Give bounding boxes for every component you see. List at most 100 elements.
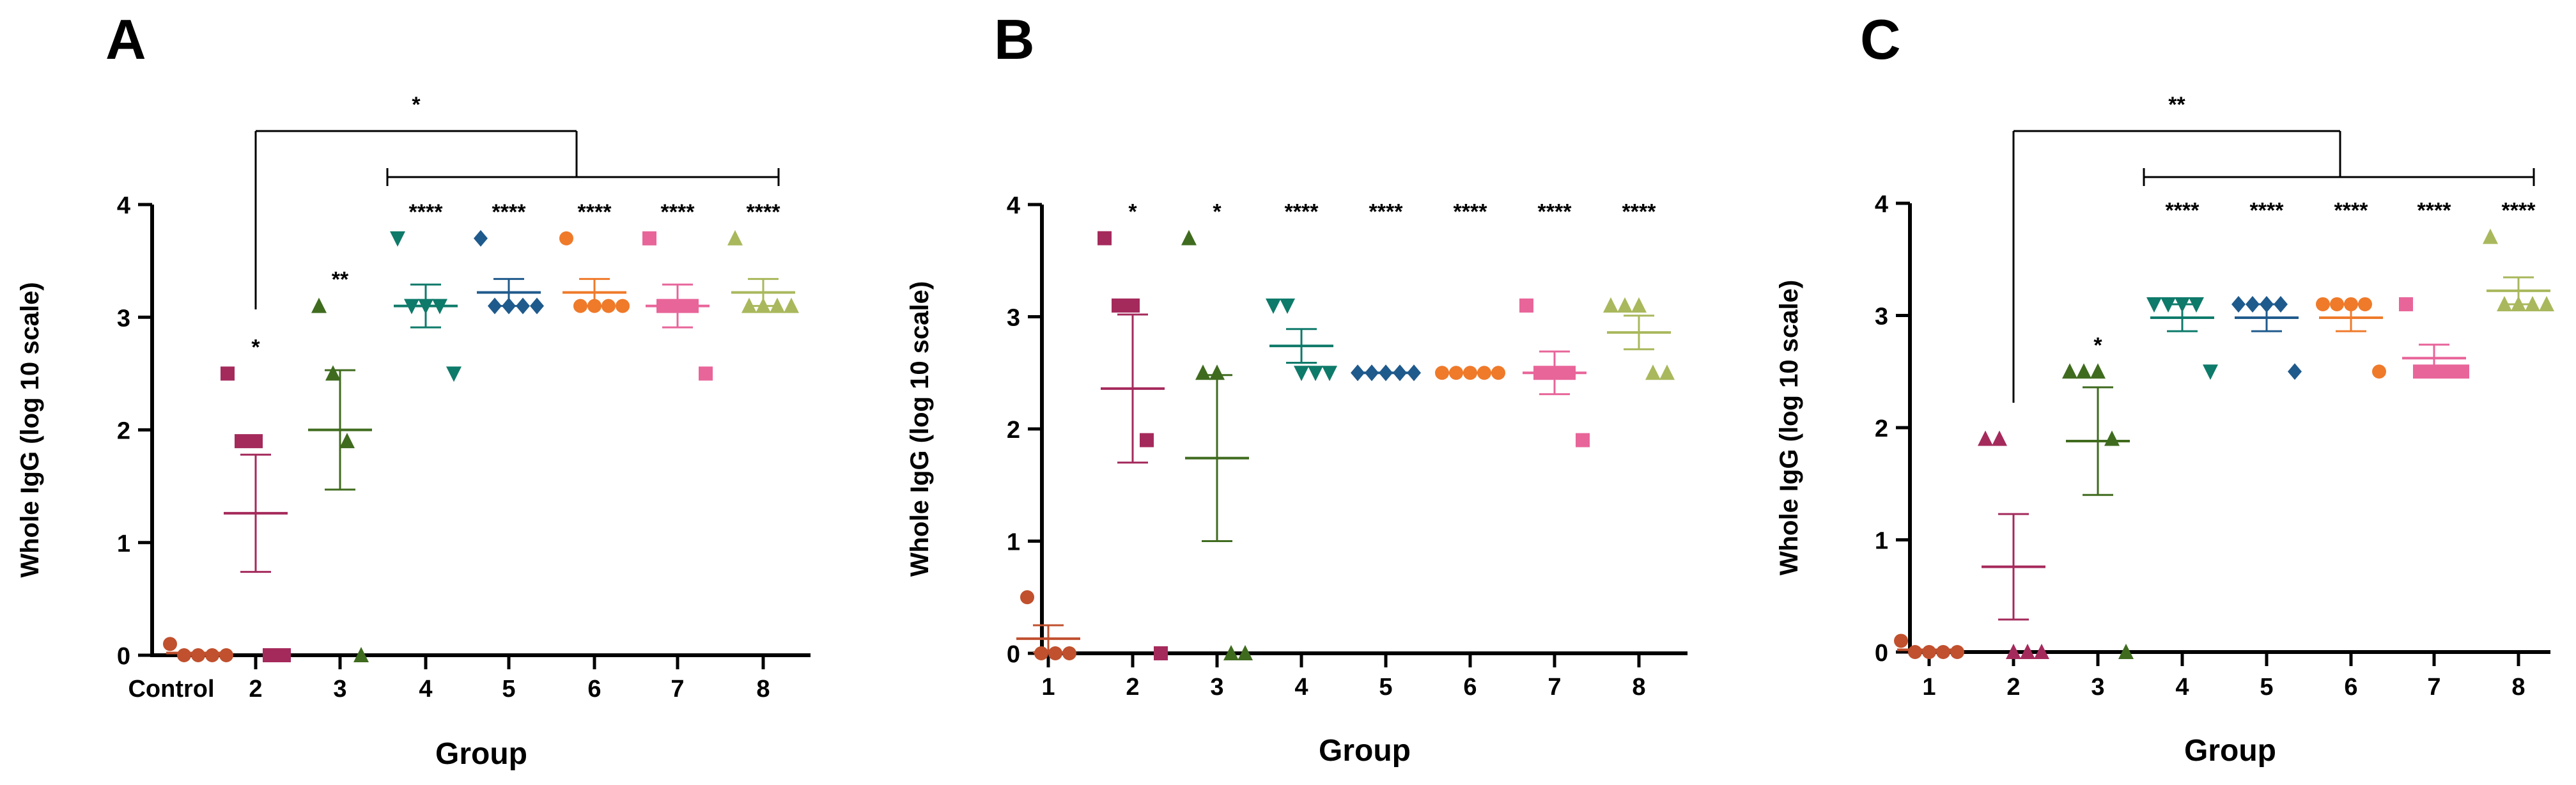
panel-c-point-1 xyxy=(1908,645,1922,659)
panel-b-point-2 xyxy=(1126,298,1140,313)
panel-b-point-2 xyxy=(1112,298,1126,313)
panel-c-x-tick-label: 2 xyxy=(2006,674,2020,701)
panel-a-point-8 xyxy=(727,229,743,245)
panel-c-y-tick-label: 1 xyxy=(1875,528,1888,555)
panel-c-x-tick-label: 6 xyxy=(2344,674,2357,701)
panel-c-letter: C xyxy=(1860,8,1901,71)
panel-a-point-7 xyxy=(699,366,713,381)
panel-b-x-tick-label: 5 xyxy=(1379,674,1392,701)
panel-b-y-tick-label: 1 xyxy=(1007,529,1020,556)
panel-b-point-1 xyxy=(1020,590,1034,605)
panel-b-sig-4: **** xyxy=(1285,200,1319,224)
panel-c-point-2 xyxy=(2006,644,2021,659)
panel-a-point-3 xyxy=(339,433,355,449)
panel-c-point-1 xyxy=(1936,645,1950,659)
panel-b-point-8 xyxy=(1659,364,1675,380)
panel-a-point-6 xyxy=(559,231,573,245)
panel-a-point-Control xyxy=(219,648,233,662)
panel-c-point-3 xyxy=(2090,363,2106,379)
panel-a-x-tick-label: 2 xyxy=(249,676,262,703)
panel-b-sig-6: **** xyxy=(1454,200,1488,224)
panel-b-point-3 xyxy=(1195,364,1211,380)
panel-a-y-tick-label: 3 xyxy=(117,305,130,332)
panel-c-bracket-label: ** xyxy=(2168,93,2185,117)
panel-b-y-tick-label: 0 xyxy=(1007,641,1020,668)
panel-b-letter: B xyxy=(994,8,1035,71)
panel-a-x-tick-label: 5 xyxy=(502,676,515,703)
panel-a-y-tick-label: 2 xyxy=(117,418,130,445)
panel-a-x-tick-label: 7 xyxy=(671,676,684,703)
panel-a-y-tick-label: 4 xyxy=(117,192,130,219)
panel-b-x-tick-label: 8 xyxy=(1632,674,1645,701)
panel-c-point-3 xyxy=(2076,363,2091,379)
panel-a-x-title: Group xyxy=(435,737,527,771)
panel-b-point-8 xyxy=(1617,297,1633,313)
panel-a-y-title: Whole IgG (log 10 scale) xyxy=(16,282,44,577)
panel-b-sig-3: * xyxy=(1213,200,1222,224)
panel-a-point-3 xyxy=(325,365,341,381)
panel-c-point-1 xyxy=(1950,645,1964,659)
panel-b-sig-2: * xyxy=(1128,200,1137,224)
panel-c-x-tick-label: 8 xyxy=(2511,674,2525,701)
panel-c-point-7 xyxy=(2399,297,2413,311)
panel-b-y-title: Whole IgG (log 10 scale) xyxy=(906,281,934,577)
panel-b-y-tick-label: 2 xyxy=(1007,417,1020,444)
panel-b-x-tick-label: 1 xyxy=(1041,674,1055,701)
panel-a-point-6 xyxy=(616,299,630,313)
panel-c-point-3 xyxy=(2062,363,2077,379)
panel-a-point-3 xyxy=(311,297,327,313)
panel-c-point-4 xyxy=(2203,364,2218,380)
panel-c-y-tick-label: 3 xyxy=(1875,304,1888,330)
panel-a-bracket-label: * xyxy=(412,93,421,117)
panel-a-sig-4: **** xyxy=(409,200,444,224)
panel-c-point-2 xyxy=(2034,644,2049,659)
panel-a-x-tick-label: 8 xyxy=(756,676,770,703)
panel-c-point-2 xyxy=(2020,644,2035,659)
panel-c-point-2 xyxy=(1978,430,1993,446)
panel-a-point-4 xyxy=(446,366,462,382)
panel-a-letter: A xyxy=(105,8,146,71)
panel-b-point-1 xyxy=(1062,646,1076,660)
panel-a-y-tick-label: 1 xyxy=(117,531,130,557)
panel-c-sig-5: **** xyxy=(2250,199,2285,223)
panel-a-point-8 xyxy=(784,297,799,313)
panel-b-point-7 xyxy=(1519,298,1533,313)
panel-c-y-title: Whole IgG (log 10 scale) xyxy=(1775,280,1803,575)
panel-a-y-tick-label: 0 xyxy=(117,643,130,670)
panel-b-sig-7: **** xyxy=(1538,200,1572,224)
panel-b-y-tick-label: 3 xyxy=(1007,305,1020,332)
panel-b-point-3 xyxy=(1223,645,1239,660)
panel-a-point-2 xyxy=(249,434,263,449)
panel-c-x-tick-label: 3 xyxy=(2091,674,2104,701)
panel-a-point-2 xyxy=(263,648,277,662)
panel-b-x-tick-label: 2 xyxy=(1126,674,1139,701)
panel-a-point-4 xyxy=(390,231,405,247)
panel-b-point-1 xyxy=(1048,646,1062,660)
panel-a-sig-2: * xyxy=(251,335,260,359)
panel-b-x-tick-label: 4 xyxy=(1294,674,1308,701)
panel-c-x-title: Group xyxy=(2184,734,2276,768)
panel-c-sig-6: **** xyxy=(2334,199,2369,223)
panel-c-sig-3: * xyxy=(2093,333,2102,357)
panel-c-point-8 xyxy=(2483,228,2498,244)
panel-b-x-tick-label: 3 xyxy=(1210,674,1223,701)
panel-c-point-1 xyxy=(1894,633,1908,648)
panel-a-sig-3: ** xyxy=(332,268,349,292)
panel-b-point-1 xyxy=(1034,646,1048,660)
panel-c-point-3 xyxy=(2118,644,2134,659)
panel-a-point-2 xyxy=(221,366,235,381)
panel-c-x-tick-label: 7 xyxy=(2427,674,2440,701)
panel-b-x-title: Group xyxy=(1319,734,1411,768)
panel-b-point-4 xyxy=(1280,298,1295,314)
panel-b-point-3 xyxy=(1181,229,1197,245)
panel-b-x-tick-label: 7 xyxy=(1548,674,1561,701)
panel-b-point-2 xyxy=(1140,433,1154,447)
panel-b-point-4 xyxy=(1266,298,1281,314)
panel-a-point-Control xyxy=(191,648,205,662)
panel-c-x-tick-label: 4 xyxy=(2175,674,2189,701)
panel-b-point-8 xyxy=(1645,364,1661,380)
panel-b-y-tick-label: 4 xyxy=(1007,192,1020,219)
panel-b-point-8 xyxy=(1631,297,1647,313)
